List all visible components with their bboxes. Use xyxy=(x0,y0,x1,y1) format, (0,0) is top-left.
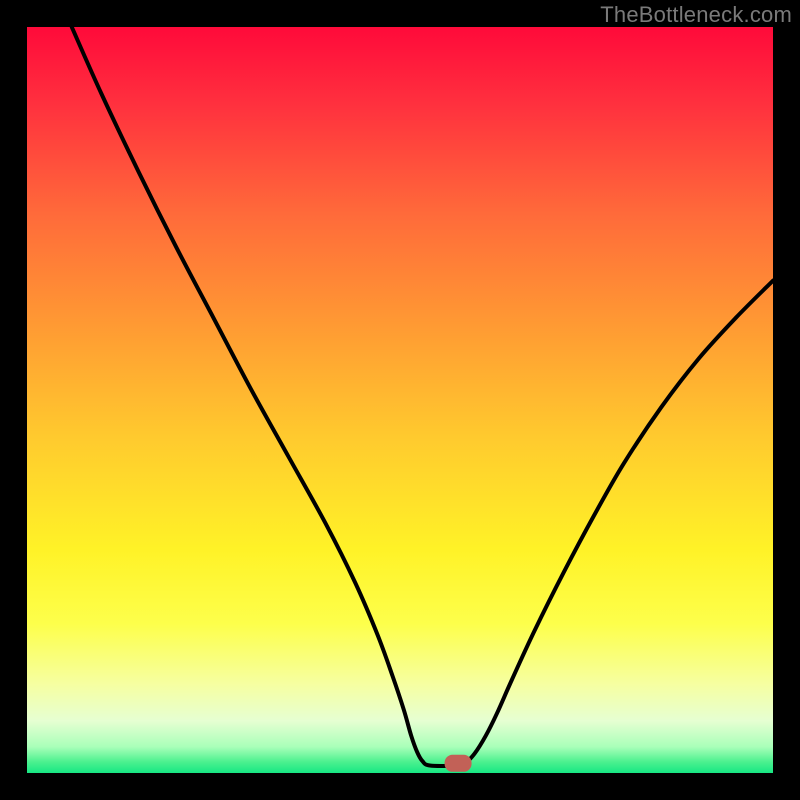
plot-area xyxy=(27,27,773,773)
min-marker xyxy=(445,755,472,771)
bottleneck-curve xyxy=(72,27,773,766)
watermark-text: TheBottleneck.com xyxy=(600,2,792,28)
chart-frame: TheBottleneck.com xyxy=(0,0,800,800)
curve-svg xyxy=(27,27,773,773)
